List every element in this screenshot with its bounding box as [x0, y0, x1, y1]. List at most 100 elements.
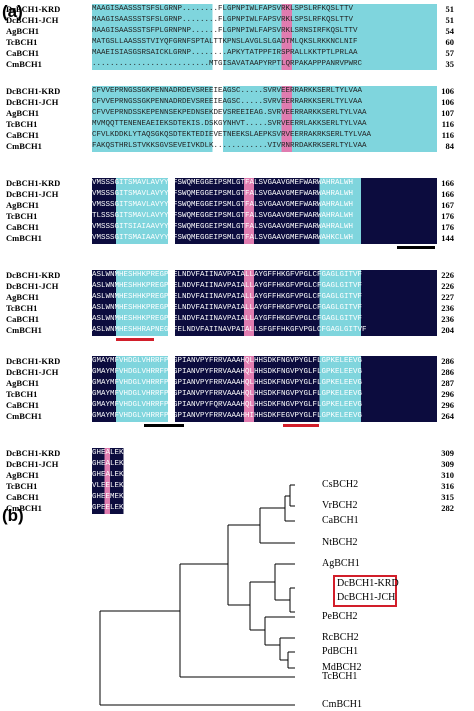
sequence-residues: ASLWNMHESHHKPREGPFELNDVFAIINAVPAIALLAYGF…: [92, 281, 437, 292]
sequence-residues: CFVLKDDKLYTAQSGKQSDTEKTEDIEVETNEEKSLAEPK…: [92, 130, 437, 141]
residue-count: 310: [441, 470, 454, 480]
tree-leaf-label: RcBCH2: [322, 632, 359, 643]
residue-count: 106: [441, 97, 454, 107]
sequence-name: CaBCH1: [6, 400, 40, 410]
sequence-name: DcBCH1-JCH: [6, 97, 59, 107]
sequence-residues: CFVVEPRNDSSKEPENNSEKPEDNSEKDEVSREEIEAG.S…: [92, 108, 437, 119]
tree-leaf-label: MdBCH2: [322, 662, 362, 673]
alignment-row: AgBCH1 ASLWNMHESHHKPREGPFELNDVFAIINAVPAIA…: [0, 292, 474, 303]
sequence-residues: VMSSSGITSMAVLAVYYRFSWQMEGGEIPSMLGTFALSVG…: [92, 178, 437, 189]
sequence-name: CmBCH1: [6, 233, 42, 243]
sequence-name: TcBCH1: [6, 211, 38, 221]
residue-count: 287: [441, 378, 454, 388]
sequence-name: AgBCH1: [6, 378, 40, 388]
sequence-name: DcBCH1-KRD: [6, 86, 61, 96]
alignment-row: CmBCH1 ASLWNMHESHHRAPNEGPFELNDVFAIINAVPAI…: [0, 325, 474, 336]
residue-count: 84: [445, 141, 455, 151]
tree-leaf-label: PdBCH1: [322, 646, 359, 657]
sequence-name: DcBCH1-KRD: [6, 356, 61, 366]
alignment-row: DcBCH1-KRD GMAYMFVHDGLVHRRFPVGPIANVPYFRRV…: [0, 356, 474, 367]
alignment-row: DcBCH1-JCH MAAGISAASSSTSFSLGRNP........FL…: [0, 15, 474, 26]
sequence-residues: MATGSLLAASSSTVIYQFGRNFSPTALTTKPNSLAVGLSL…: [92, 37, 437, 48]
sequence-name: DcBCH1-KRD: [6, 448, 61, 458]
sequence-name: TcBCH1: [6, 37, 38, 47]
residue-count: 226: [441, 270, 454, 280]
residue-count: 57: [445, 48, 455, 58]
alignment-row: CmBCH1 ..........................MTGISAVA…: [0, 59, 474, 70]
tree-leaf-label: CsBCH2: [322, 479, 359, 490]
sequence-name: DcBCH1-KRD: [6, 178, 61, 188]
alignment-row: DcBCH1-JCH GHEALEKEINRRIKSSASRARS 309: [0, 459, 474, 470]
sequence-residues: MAAEISIASGSRSAICKLGRNP........APKYTATPPF…: [92, 48, 437, 59]
highlight-box: [333, 575, 397, 607]
alignment-row: TcBCH1 GMAYMFVHDGLVHRRFPVGPIANVPYFRRVAAAH…: [0, 389, 474, 400]
sequence-residues: ..........................MTGISAVATAAPYR…: [92, 59, 437, 70]
sequence-residues: MAAGISAASSSTSFSLGRNP........FLGPNPIWLFAP…: [92, 4, 437, 15]
sequence-name: CmBCH1: [6, 411, 42, 421]
residue-count: 60: [445, 37, 455, 47]
alignment-row: AgBCH1 MAAGISAASSSTSFPLGRNPNP......FLGPNP…: [0, 26, 474, 37]
sequence-name: DcBCH1-KRD: [6, 4, 61, 14]
alignment-row: CaBCH1 GMAYMFVHDGLVHRRFPVGPIANVPYFQRVAAAH…: [0, 400, 474, 411]
residue-count: 107: [441, 108, 454, 118]
residue-count: 316: [441, 481, 454, 491]
alignment-row: DcBCH1-KRD GHEALEKEINRRIKSSASRARS 309: [0, 448, 474, 459]
residue-count: 176: [441, 222, 454, 232]
alignment-row: CaBCH1 ASLWNMHESHHKPREGPFELNDVFAIINAVPAIA…: [0, 314, 474, 325]
sequence-name: DcBCH1-JCH: [6, 281, 59, 291]
sequence-name: DcBCH1-JCH: [6, 367, 59, 377]
sequence-residues: ASLWNMHESHHKPREGPFELNDVFAIINAVPAIALLAYGF…: [92, 314, 437, 325]
sequence-residues: VMSSSGITSIAIAAVYYRFSWQMEGGEIPSMLGTFALSVG…: [92, 222, 437, 233]
alignment-row: CmBCH1 GPEELEKEINKRIKSRVYRN... 282: [0, 503, 474, 514]
residue-count: 167: [441, 200, 454, 210]
sequence-residues: VMSSSGITSMAVLAVYYRFSWQMEGGEIPSMLGTFALSVG…: [92, 200, 437, 211]
residue-count: 286: [441, 367, 454, 377]
motif-underline-red: [283, 424, 319, 427]
sequence-name: DcBCH1-JCH: [6, 15, 59, 25]
sequence-name: AgBCH1: [6, 108, 40, 118]
residue-count: 106: [441, 86, 454, 96]
residue-count: 227: [441, 292, 454, 302]
sequence-residues: VMSSSGITSMAIAAVYYRFSWQMEGGEIPSMLGTFALSVG…: [92, 233, 437, 244]
tree-leaf-label: VrBCH2: [322, 500, 358, 511]
residue-count: 51: [445, 15, 455, 25]
tree-leaf-label: AgBCH1: [322, 558, 360, 569]
sequence-residues: MAAGISAASSSTSFPLGRNPNP......FLGPNPIWLFAP…: [92, 26, 437, 37]
residue-count: 116: [441, 119, 454, 129]
sequence-residues: MAAGISAASSSTSFSLGRNP........FLGPNPIWLFAP…: [92, 15, 437, 26]
residue-count: 264: [441, 411, 454, 421]
sequence-name: CaBCH1: [6, 492, 40, 502]
sequence-residues: GHEEMEKEINRRIKSKRL...: [92, 492, 162, 503]
motif-underline-black: [397, 246, 435, 249]
residue-count: 166: [441, 189, 454, 199]
sequence-residues: GPEELEKEINKRIKSRVYRN...: [92, 503, 162, 514]
tree-leaf-label-highlighted: DcBCH1-KRD: [337, 578, 399, 589]
sequence-name: DcBCH1-JCH: [6, 459, 59, 469]
sequence-name: DcBCH1-KRD: [6, 270, 61, 280]
sequence-name: AgBCH1: [6, 200, 40, 210]
alignment-row: CaBCH1 MAAEISIASGSRSAICKLGRNP........APKY…: [0, 48, 474, 59]
sequence-name: CaBCH1: [6, 130, 40, 140]
alignment-row: DcBCH1-KRD MAAGISAASSSTSFSLGRNP........FL…: [0, 4, 474, 15]
residue-count: 166: [441, 178, 454, 188]
residue-count: 236: [441, 314, 454, 324]
residue-count: 309: [441, 459, 454, 469]
sequence-residues: GMAYMFVHDGLVHRRFPVGPIANVPYFQRVAAAHQLHHSD…: [92, 400, 437, 411]
alignment-row: TcBCH1 MVMQQTTENENEAEIEKSDTEKIS.DSKGYNHVT…: [0, 119, 474, 130]
sequence-name: AgBCH1: [6, 470, 40, 480]
alignment-row: DcBCH1-JCH ASLWNMHESHHKPREGPFELNDVFAIINAV…: [0, 281, 474, 292]
residue-count: 282: [441, 503, 454, 513]
sequence-name: CmBCH1: [6, 59, 42, 69]
sequence-name: TcBCH1: [6, 481, 38, 491]
sequence-residues: GMAYMFVHDGLVHRRFPVGPIANVPYFRRVAAAHHIHHSD…: [92, 411, 437, 422]
alignment-row: TcBCH1 ASLWNMHESHHKPREGPFELNDVFAIINAVPAIA…: [0, 303, 474, 314]
residue-count: 116: [441, 130, 454, 140]
alignment-row: TcBCH1 MATGSLLAASSSTVIYQFGRNFSPTALTTKPNSL…: [0, 37, 474, 48]
sequence-residues: VMSSSGITSMAVLAVYYRFSWQMEGGEIPSMLGTFALSVG…: [92, 189, 437, 200]
alignment-row: DcBCH1-KRD CFVVEPRNGSSGKPENNADRDEVSREEIEA…: [0, 86, 474, 97]
alignment-row: TcBCH1 VLEELEKEINRRIKSKRL... 316: [0, 481, 474, 492]
tree-leaf-label-highlighted: DcBCH1-JCH: [337, 592, 396, 603]
residue-count: 236: [441, 303, 454, 313]
sequence-residues: ASLWNMHESHHKPREGPFELNDVFAIINAVPAIALLAYGF…: [92, 303, 437, 314]
